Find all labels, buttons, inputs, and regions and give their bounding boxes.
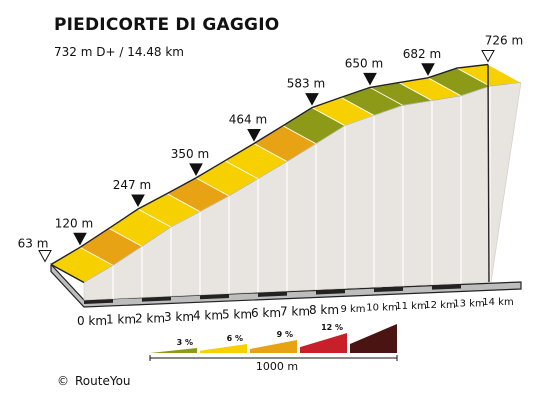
x-tick-label: 9 km	[340, 304, 365, 315]
x-tick-label: 6 km	[251, 306, 281, 320]
waypoint-label: 63 m	[18, 237, 49, 251]
gradient-legend-swatch	[150, 348, 197, 353]
x-tick-label: 5 km	[222, 307, 252, 321]
gradient-legend-label: 6 %	[227, 334, 243, 343]
x-axis: 0 km1 km2 km3 km4 km5 km6 km7 km8 km 9 km…	[77, 297, 514, 328]
x-tick-label: 2 km	[135, 311, 165, 325]
credit-line: © RouteYou	[57, 374, 131, 388]
profile-back-outline	[50, 63, 489, 266]
base-scale-dash	[432, 284, 461, 290]
gradient-legend-swatch	[200, 344, 247, 353]
x-tick-label: 4 km	[193, 309, 223, 323]
base-scale-dash	[316, 289, 345, 295]
waypoint-marker-icon	[247, 129, 261, 142]
profile-end-edge	[487, 64, 490, 283]
x-tick-label: 1 km	[106, 313, 136, 327]
copyright-symbol: ©	[57, 374, 69, 388]
waypoint-marker-icon	[305, 93, 319, 106]
profile-base	[50, 262, 522, 308]
gradient-legend-swatch	[300, 333, 347, 353]
waypoint-marker-icon	[421, 63, 435, 76]
base-scale-dash	[374, 286, 403, 293]
waypoint-label: 247 m	[113, 178, 151, 192]
x-tick-label: 14 km	[482, 297, 513, 308]
waypoint-label: 682 m	[403, 47, 441, 61]
x-tick-label: 12 km	[424, 300, 455, 311]
profile-top-strips	[50, 63, 523, 284]
base-scale-dash	[142, 296, 171, 302]
endpoint-marker-icon	[481, 50, 495, 63]
x-tick-label: 3 km	[164, 310, 194, 324]
x-tick-label: 11 km	[395, 301, 426, 312]
waypoint-marker-icon	[189, 163, 203, 176]
gradient-legend-label: 9 %	[277, 330, 293, 339]
waypoint-label: 726 m	[485, 34, 523, 48]
chart-title: PIEDICORTE DI GAGGIO	[54, 15, 280, 35]
endpoint-marker-icon	[38, 250, 52, 263]
gradient-legend: 3 % 6 % 9 % 12 % 1000 m	[149, 323, 398, 373]
waypoint-label: 350 m	[171, 147, 209, 161]
chart-subtitle: 732 m D+ / 14.48 km	[54, 45, 184, 59]
waypoint-marker-icon	[73, 232, 87, 246]
waypoint-markers: 63 m 120 m 247 m 350 m 464 m 583 m 650 m 682 m 7…	[18, 34, 523, 263]
waypoint-marker-icon	[363, 72, 377, 86]
profile-front-edge	[83, 82, 522, 283]
x-tick-label: 10 km	[366, 303, 397, 314]
gradient-legend-swatch	[350, 324, 397, 353]
base-scale-dash	[258, 291, 287, 297]
waypoint-marker-icon	[131, 194, 145, 208]
scale-bar-label: 1000 m	[256, 360, 298, 373]
x-tick-label: 7 km	[280, 305, 310, 319]
x-tick-label: 0 km	[77, 314, 107, 328]
waypoint-label: 120 m	[55, 216, 93, 230]
waypoint-label: 650 m	[345, 56, 383, 70]
waypoint-label: 583 m	[287, 77, 325, 91]
base-scale-dash	[84, 298, 113, 304]
x-tick-label: 13 km	[453, 298, 484, 309]
waypoint-label: 464 m	[229, 113, 267, 127]
profile-start-edge	[50, 263, 85, 284]
gradient-legend-swatch	[250, 340, 297, 353]
base-scale-dash	[200, 294, 229, 300]
x-tick-label: 8 km	[309, 303, 339, 317]
gradient-legend-label: 12 %	[321, 323, 343, 332]
credit-text: RouteYou	[75, 374, 131, 388]
profile-side-wall	[83, 82, 522, 301]
gradient-legend-label: 3 %	[177, 338, 193, 347]
